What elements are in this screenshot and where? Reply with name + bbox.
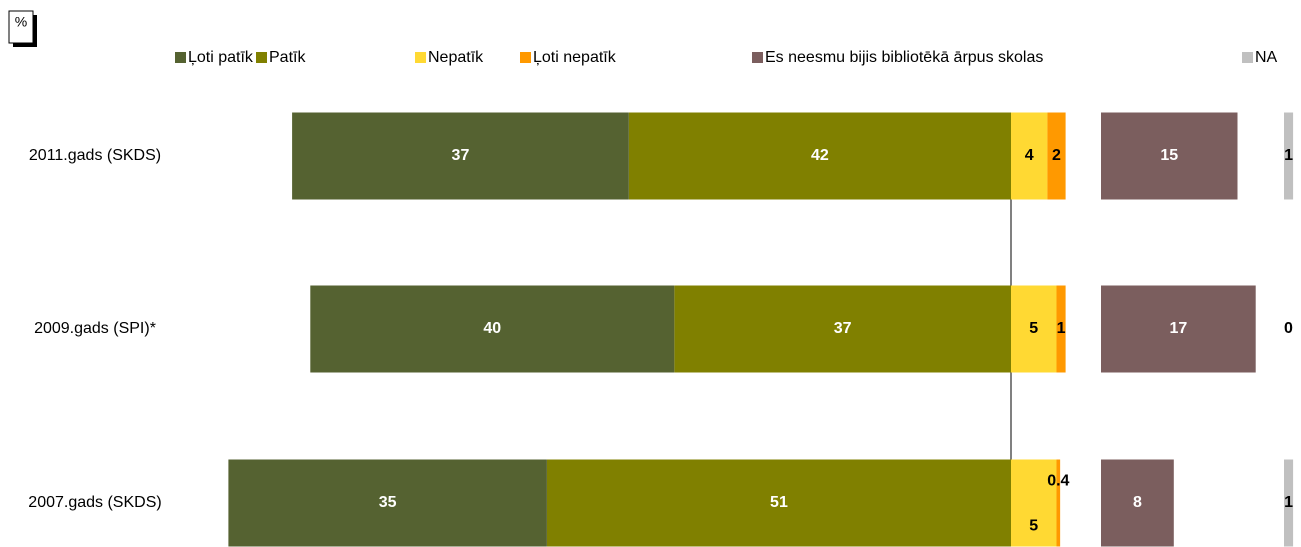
data-label: 5 (1029, 518, 1038, 535)
data-label: 0.4 (1047, 473, 1069, 490)
legend-swatch (415, 52, 426, 63)
bar-segment (674, 285, 1011, 373)
bar-segment (1101, 285, 1256, 373)
bar-segment (1284, 459, 1294, 547)
data-label: 0 (1284, 320, 1293, 337)
legend-label: Nepatīk (428, 49, 484, 66)
bar-segment (1101, 112, 1238, 200)
legend-label: NA (1255, 49, 1278, 66)
data-label: 37 (452, 147, 470, 164)
legend-label: Ļoti patīk (188, 49, 254, 66)
data-label: 1 (1284, 494, 1293, 511)
bar-segment (1284, 112, 1294, 200)
data-label: 8 (1133, 494, 1142, 511)
data-label: 5 (1029, 320, 1038, 337)
data-label: 40 (483, 320, 501, 337)
data-label: 42 (811, 147, 829, 164)
legend-swatch (1242, 52, 1253, 63)
bar-segment (546, 459, 1011, 547)
data-label: 1 (1284, 147, 1293, 164)
legend-swatch (175, 52, 186, 63)
bar-segment (1011, 112, 1048, 200)
bar-segment (1011, 459, 1057, 547)
data-label: 2 (1052, 147, 1061, 164)
data-label: 51 (770, 494, 788, 511)
data-label: 4 (1025, 147, 1034, 164)
category-label: 2009.gads (SPI)* (34, 320, 156, 337)
legend-swatch (752, 52, 763, 63)
bar-segment (1056, 285, 1066, 373)
unit-label: % (15, 14, 27, 30)
bar-segment (292, 112, 629, 200)
category-label: 2007.gads (SKDS) (28, 494, 161, 511)
bar-segment (1056, 459, 1061, 547)
bar-segment (228, 459, 547, 547)
bar-segment (1047, 112, 1066, 200)
legend-label: Es neesmu bijis bibliotēkā ārpus skolas (765, 49, 1043, 66)
bar-segment (1101, 459, 1174, 547)
legend-label: Ļoti nepatīk (533, 49, 617, 66)
category-label: 2011.gads (SKDS) (29, 147, 161, 164)
bar-segment (310, 285, 675, 373)
legend-swatch (520, 52, 531, 63)
data-label: 17 (1169, 320, 1187, 337)
legend-swatch (256, 52, 267, 63)
legend-label: Patīk (269, 49, 306, 66)
data-label: 1 (1057, 320, 1066, 337)
bar-segment (628, 112, 1011, 200)
data-label: 15 (1160, 147, 1178, 164)
data-label: 37 (834, 320, 852, 337)
bar-segment (1011, 285, 1057, 373)
data-label: 35 (379, 494, 397, 511)
unit-box (8, 10, 34, 44)
